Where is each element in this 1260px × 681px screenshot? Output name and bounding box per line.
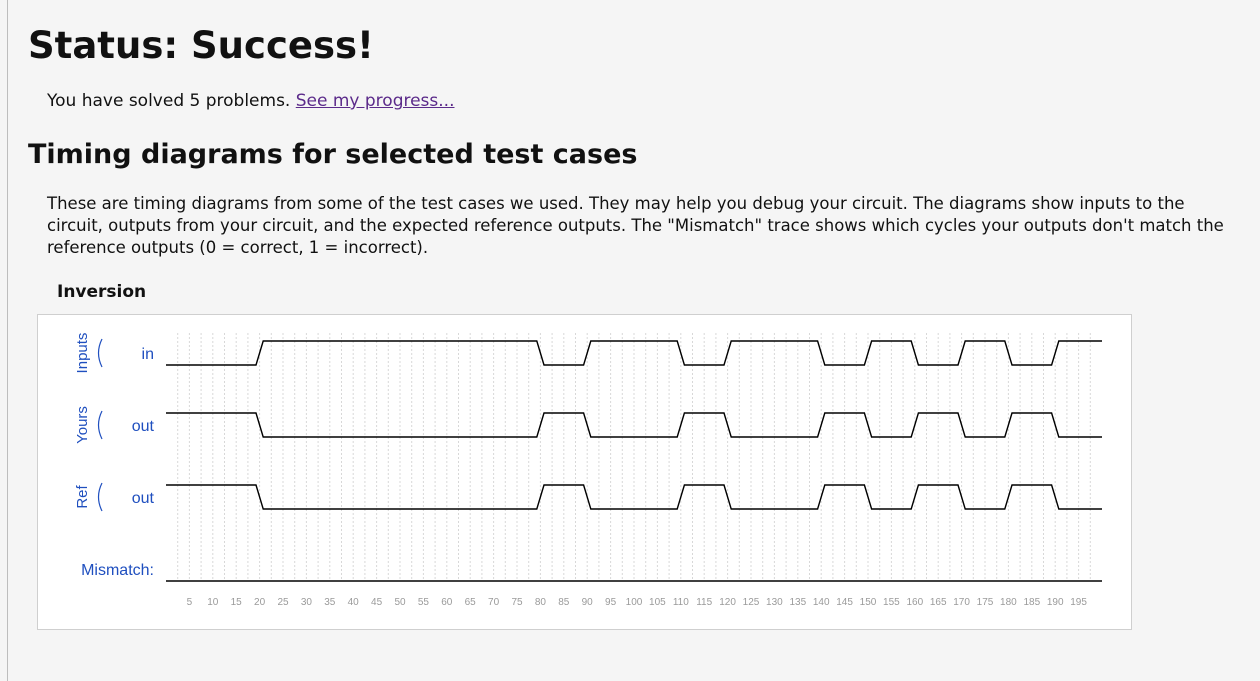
time-tick-label: 20 (254, 597, 266, 608)
time-tick-label: 10 (207, 597, 219, 608)
time-tick-label: 95 (605, 597, 617, 608)
time-tick-label: 160 (906, 597, 923, 608)
time-tick-label: 35 (324, 597, 336, 608)
time-tick-label: 110 (673, 597, 689, 608)
waveform-inputs-in (166, 340, 1102, 366)
left-border (7, 0, 8, 681)
signal-label-out: out (132, 490, 155, 507)
signal-label-out: out (132, 418, 155, 435)
time-tick-label: 140 (813, 597, 830, 608)
explanation-text: These are timing diagrams from some of t… (47, 194, 1224, 257)
waveform-yours-out (166, 412, 1102, 438)
signal-label-in: in (142, 346, 154, 363)
time-tick-label: 55 (418, 597, 430, 608)
time-tick-label: 90 (582, 597, 594, 608)
progress-text: You have solved 5 problems. (47, 91, 291, 111)
time-tick-label: 165 (930, 597, 947, 608)
time-tick-label: 185 (1023, 597, 1040, 608)
section-heading: Timing diagrams for selected test cases (28, 139, 638, 170)
group-label-ref: Ref (74, 484, 91, 508)
time-tick-label: 50 (394, 597, 406, 608)
group-label-inputs: Inputs (74, 333, 91, 374)
time-tick-label: 195 (1070, 597, 1087, 608)
timing-diagram: Inputs in Yours out Ref out Mismatch: 5 10 15 20 25… (37, 314, 1132, 630)
time-tick-label: 170 (953, 597, 970, 608)
time-tick-label: 75 (511, 597, 523, 608)
time-tick-label: 175 (977, 597, 994, 608)
time-tick-label: 135 (789, 597, 806, 608)
time-tick-label: 15 (231, 597, 243, 608)
time-tick-label: 70 (488, 597, 500, 608)
progress-line: You have solved 5 problems. See my progr… (47, 89, 455, 113)
time-tick-label: 100 (626, 597, 643, 608)
time-tick-label: 80 (535, 597, 547, 608)
time-tick-label: 5 (187, 597, 193, 608)
waveform-ref-out (166, 484, 1102, 510)
status-heading: Status: Success! (28, 24, 374, 67)
time-tick-label: 155 (883, 597, 900, 608)
mismatch-label: Mismatch: (81, 562, 154, 579)
time-tick-label: 60 (441, 597, 453, 608)
time-tick-label: 190 (1047, 597, 1064, 608)
time-tick-label: 180 (1000, 597, 1017, 608)
time-tick-label: 85 (558, 597, 570, 608)
group-bracket (97, 482, 103, 512)
group-label-yours: Yours (74, 406, 91, 444)
time-tick-label: 130 (766, 597, 783, 608)
time-tick-label: 120 (719, 597, 736, 608)
see-progress-link[interactable]: See my progress... (295, 91, 455, 111)
time-tick-label: 150 (860, 597, 877, 608)
time-tick-label: 40 (348, 597, 360, 608)
group-bracket (97, 338, 103, 368)
time-tick-label: 115 (696, 597, 712, 608)
time-tick-label: 45 (371, 597, 383, 608)
time-tick-label: 145 (836, 597, 853, 608)
time-tick-label: 125 (743, 597, 760, 608)
time-tick-label: 105 (649, 597, 666, 608)
diagram-title: Inversion (57, 282, 147, 302)
timing-diagram-svg: Inputs in Yours out Ref out Mismatch: 5 10 15 20 25… (74, 333, 1102, 608)
time-tick-label: 25 (277, 597, 289, 608)
time-tick-label: 30 (301, 597, 313, 608)
time-tick-label: 65 (465, 597, 477, 608)
group-bracket (97, 410, 103, 440)
